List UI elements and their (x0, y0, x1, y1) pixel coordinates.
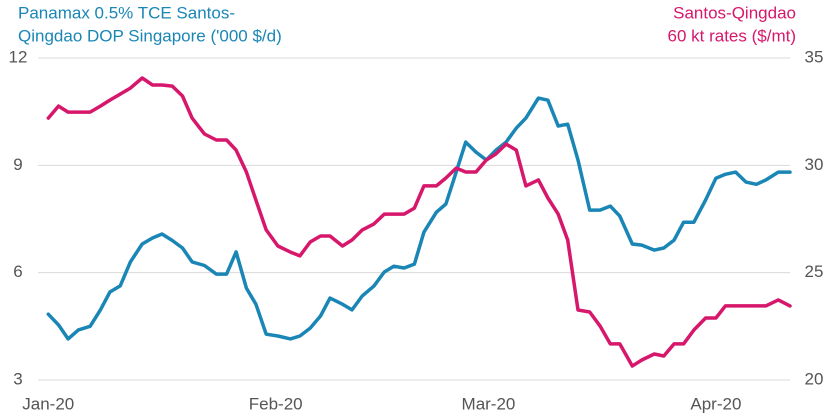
x-tick-label: Feb-20 (249, 394, 303, 413)
y-tick-label: 3 (13, 369, 22, 388)
line-series (46, 76, 792, 368)
y2-axis-title: 60 kt rates ($/mt) (668, 26, 796, 45)
y2-tick-label: 35 (805, 47, 824, 66)
x-tick-label: Jan-20 (22, 394, 74, 413)
x-tick-label: Apr-20 (690, 394, 741, 413)
y-tick-label: 12 (9, 47, 28, 66)
line-series (46, 96, 792, 341)
y-tick-label: 6 (13, 262, 22, 281)
x-tick-label: Mar-20 (462, 394, 516, 413)
y-axis-title: Qingdao DOP Singapore ('000 $/d) (18, 26, 282, 45)
y-axis-title: Panamax 0.5% TCE Santos- (18, 3, 235, 22)
y2-tick-label: 30 (805, 155, 824, 174)
y-tick-label: 9 (13, 155, 22, 174)
y2-tick-label: 20 (805, 369, 824, 388)
y2-axis-title: Santos-Qingdao (673, 3, 796, 22)
y2-tick-label: 25 (805, 262, 824, 281)
